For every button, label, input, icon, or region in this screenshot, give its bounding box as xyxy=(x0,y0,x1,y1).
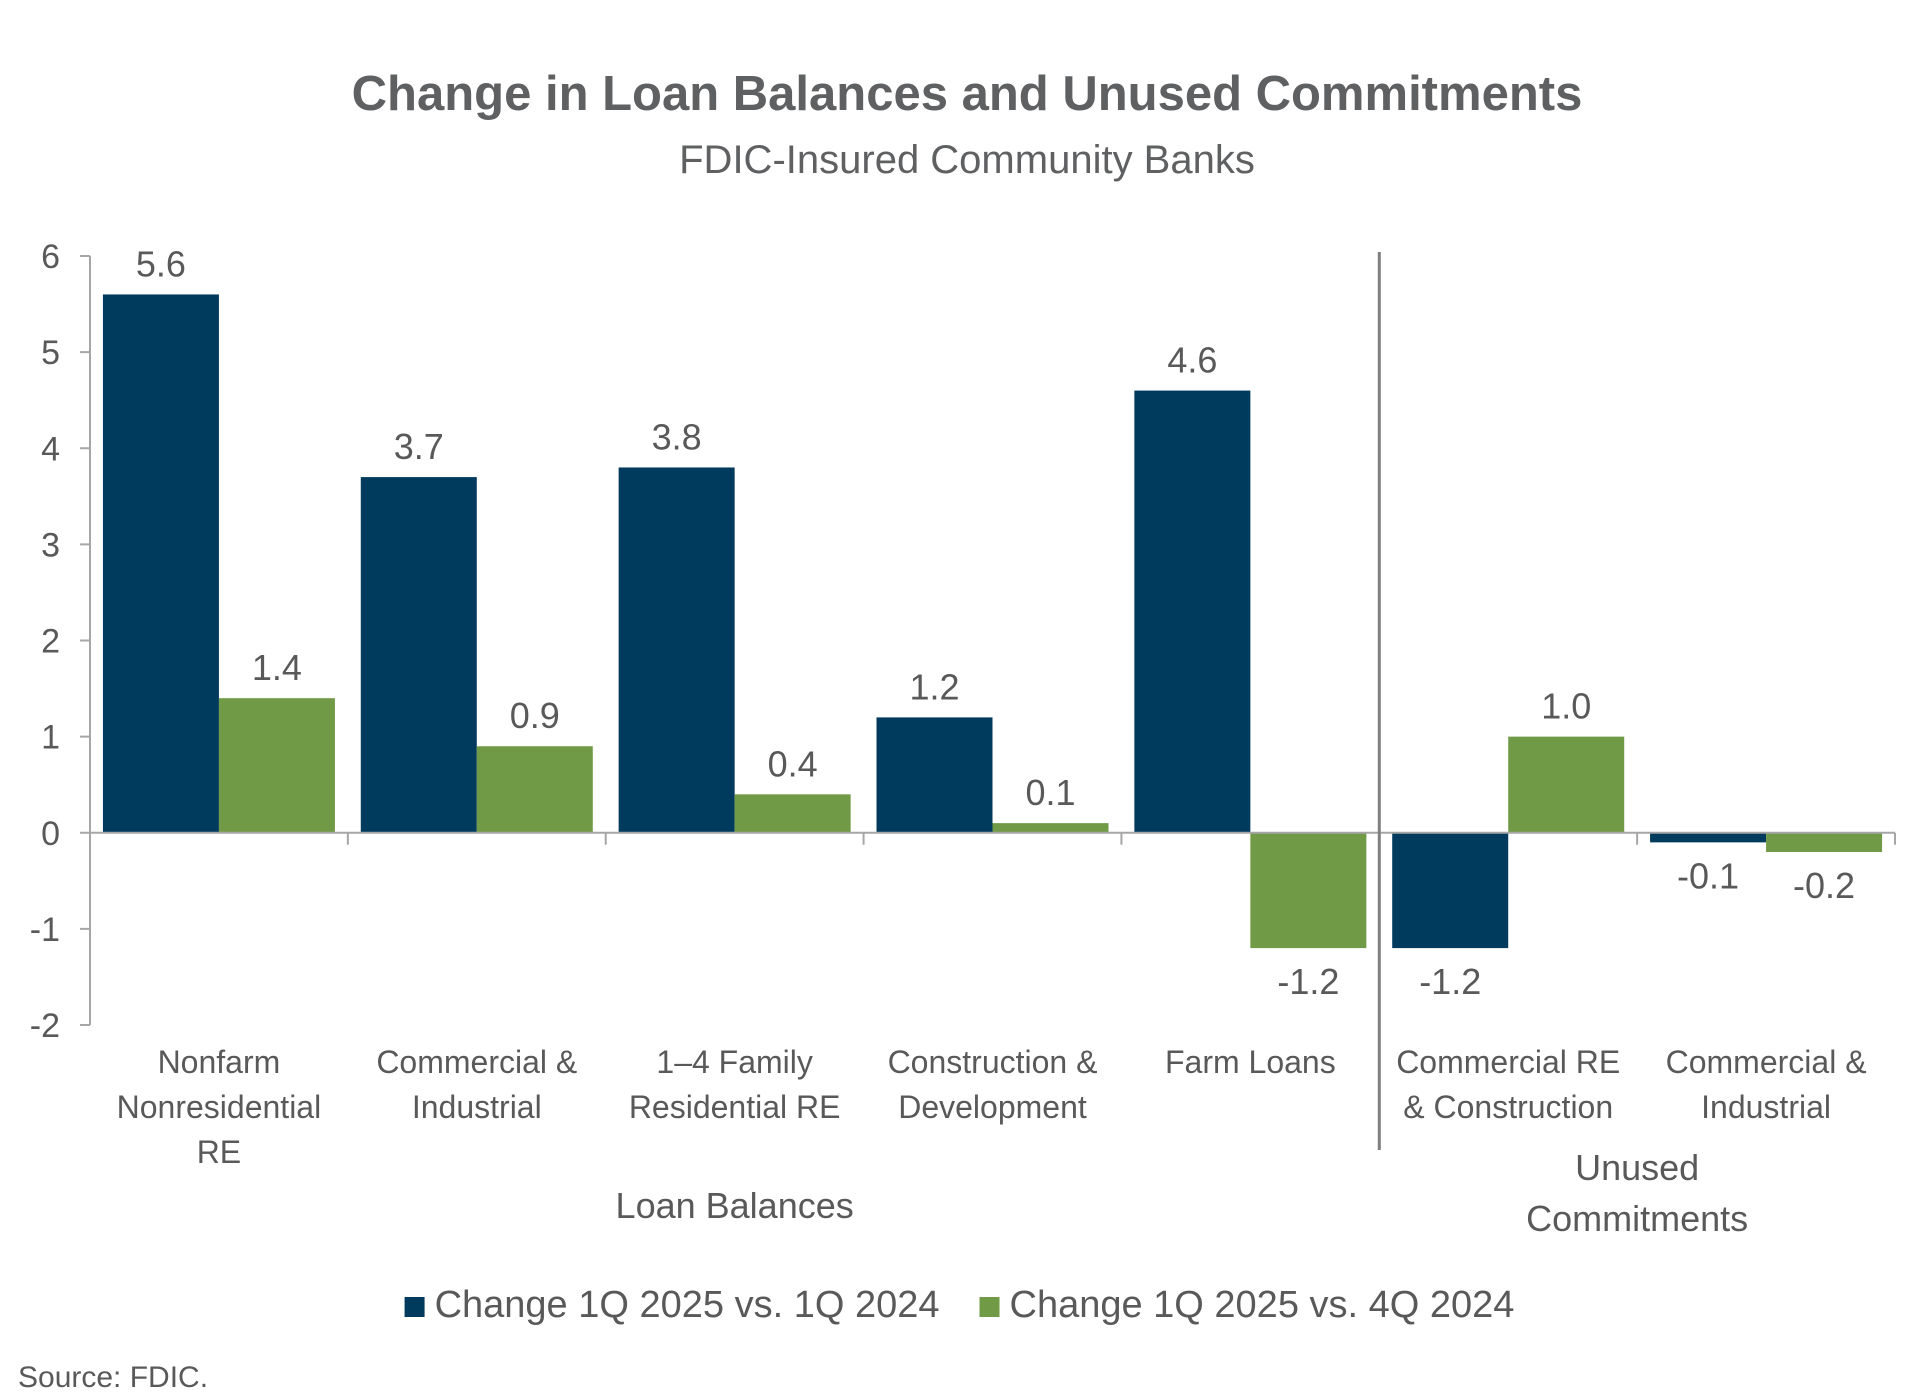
legend-item: Change 1Q 2025 vs. 1Q 2024 xyxy=(404,1284,940,1326)
data-label: 1.0 xyxy=(1541,686,1591,727)
category-label: Industrial xyxy=(1701,1089,1831,1125)
category-label: Commercial & xyxy=(376,1044,577,1080)
data-label: 4.6 xyxy=(1167,340,1217,381)
legend-swatch xyxy=(979,1297,1000,1317)
category-label: Industrial xyxy=(412,1089,542,1125)
category-label: & Construction xyxy=(1403,1089,1613,1125)
y-tick-label: 6 xyxy=(41,238,60,276)
legend: Change 1Q 2025 vs. 1Q 2024 Change 1Q 2025… xyxy=(404,1284,1515,1326)
data-label: 0.4 xyxy=(768,743,818,784)
plot-area: 6 5 4 3 2 1 0 -1 -2 5.6 3.7 3.8 1.2 4.6 -1.2 -0.1 1.4 0.9… xyxy=(30,238,1896,1239)
source-note: Source: FDIC. xyxy=(18,1361,208,1394)
data-label: -0.2 xyxy=(1793,865,1855,906)
legend-label: Change 1Q 2025 vs. 4Q 2024 xyxy=(1010,1284,1515,1326)
bar-series-1 xyxy=(1650,832,1767,843)
bar-series-2 xyxy=(992,823,1109,833)
bar-series-1 xyxy=(360,477,477,833)
data-label: 1.2 xyxy=(909,666,959,707)
category-label: Commercial & xyxy=(1666,1044,1867,1080)
y-tick-label: 0 xyxy=(41,815,60,853)
category-label: Commercial RE xyxy=(1396,1044,1620,1080)
data-label: 0.9 xyxy=(510,695,560,736)
legend-label: Change 1Q 2025 vs. 1Q 2024 xyxy=(435,1284,940,1326)
category-label: Nonresidential xyxy=(117,1089,322,1125)
chart-title: Change in Loan Balances and Unused Commi… xyxy=(352,67,1583,121)
bar-series-2 xyxy=(1250,832,1367,949)
data-label: 1.4 xyxy=(252,647,302,688)
category-label: Construction & xyxy=(888,1044,1098,1080)
category-label: Development xyxy=(898,1089,1087,1125)
bar-series-2 xyxy=(1508,736,1625,833)
y-tick-label: -2 xyxy=(30,1007,60,1045)
category-label: 1–4 Family xyxy=(656,1044,813,1080)
category-label: RE xyxy=(197,1134,241,1170)
data-label: 0.1 xyxy=(1025,772,1075,813)
data-label: -1.2 xyxy=(1277,961,1339,1002)
y-tick-label: 2 xyxy=(41,623,60,661)
y-tick-label: -1 xyxy=(30,911,60,949)
bar-series-1 xyxy=(1134,390,1251,833)
bar-series-1 xyxy=(876,717,993,833)
group-label: Unused xyxy=(1575,1147,1699,1188)
bar-series-2 xyxy=(218,698,335,833)
bar-series-1 xyxy=(102,294,219,833)
category-label: Farm Loans xyxy=(1165,1044,1336,1080)
y-tick-label: 5 xyxy=(41,334,60,372)
y-tick-label: 4 xyxy=(41,430,60,468)
data-label: -0.1 xyxy=(1677,855,1739,896)
y-tick-label: 1 xyxy=(41,719,60,757)
bar-series-1 xyxy=(1392,832,1509,949)
group-label: Commitments xyxy=(1526,1198,1748,1239)
data-label: 3.8 xyxy=(652,416,702,457)
category-label: Residential RE xyxy=(629,1089,841,1125)
legend-item: Change 1Q 2025 vs. 4Q 2024 xyxy=(979,1284,1515,1326)
legend-swatch xyxy=(404,1297,425,1317)
y-tick-label: 3 xyxy=(41,526,60,564)
bar-series-1 xyxy=(618,467,735,833)
data-label: 5.6 xyxy=(136,243,186,284)
group-label: Loan Balances xyxy=(616,1185,854,1226)
data-label: -1.2 xyxy=(1419,961,1481,1002)
bar-series-2 xyxy=(476,746,593,833)
category-label: Nonfarm xyxy=(158,1044,281,1080)
bar-series-2 xyxy=(1766,832,1883,852)
data-label: 3.7 xyxy=(394,426,444,467)
chart-subtitle: FDIC-Insured Community Banks xyxy=(679,138,1255,182)
bar-series-2 xyxy=(734,794,851,833)
